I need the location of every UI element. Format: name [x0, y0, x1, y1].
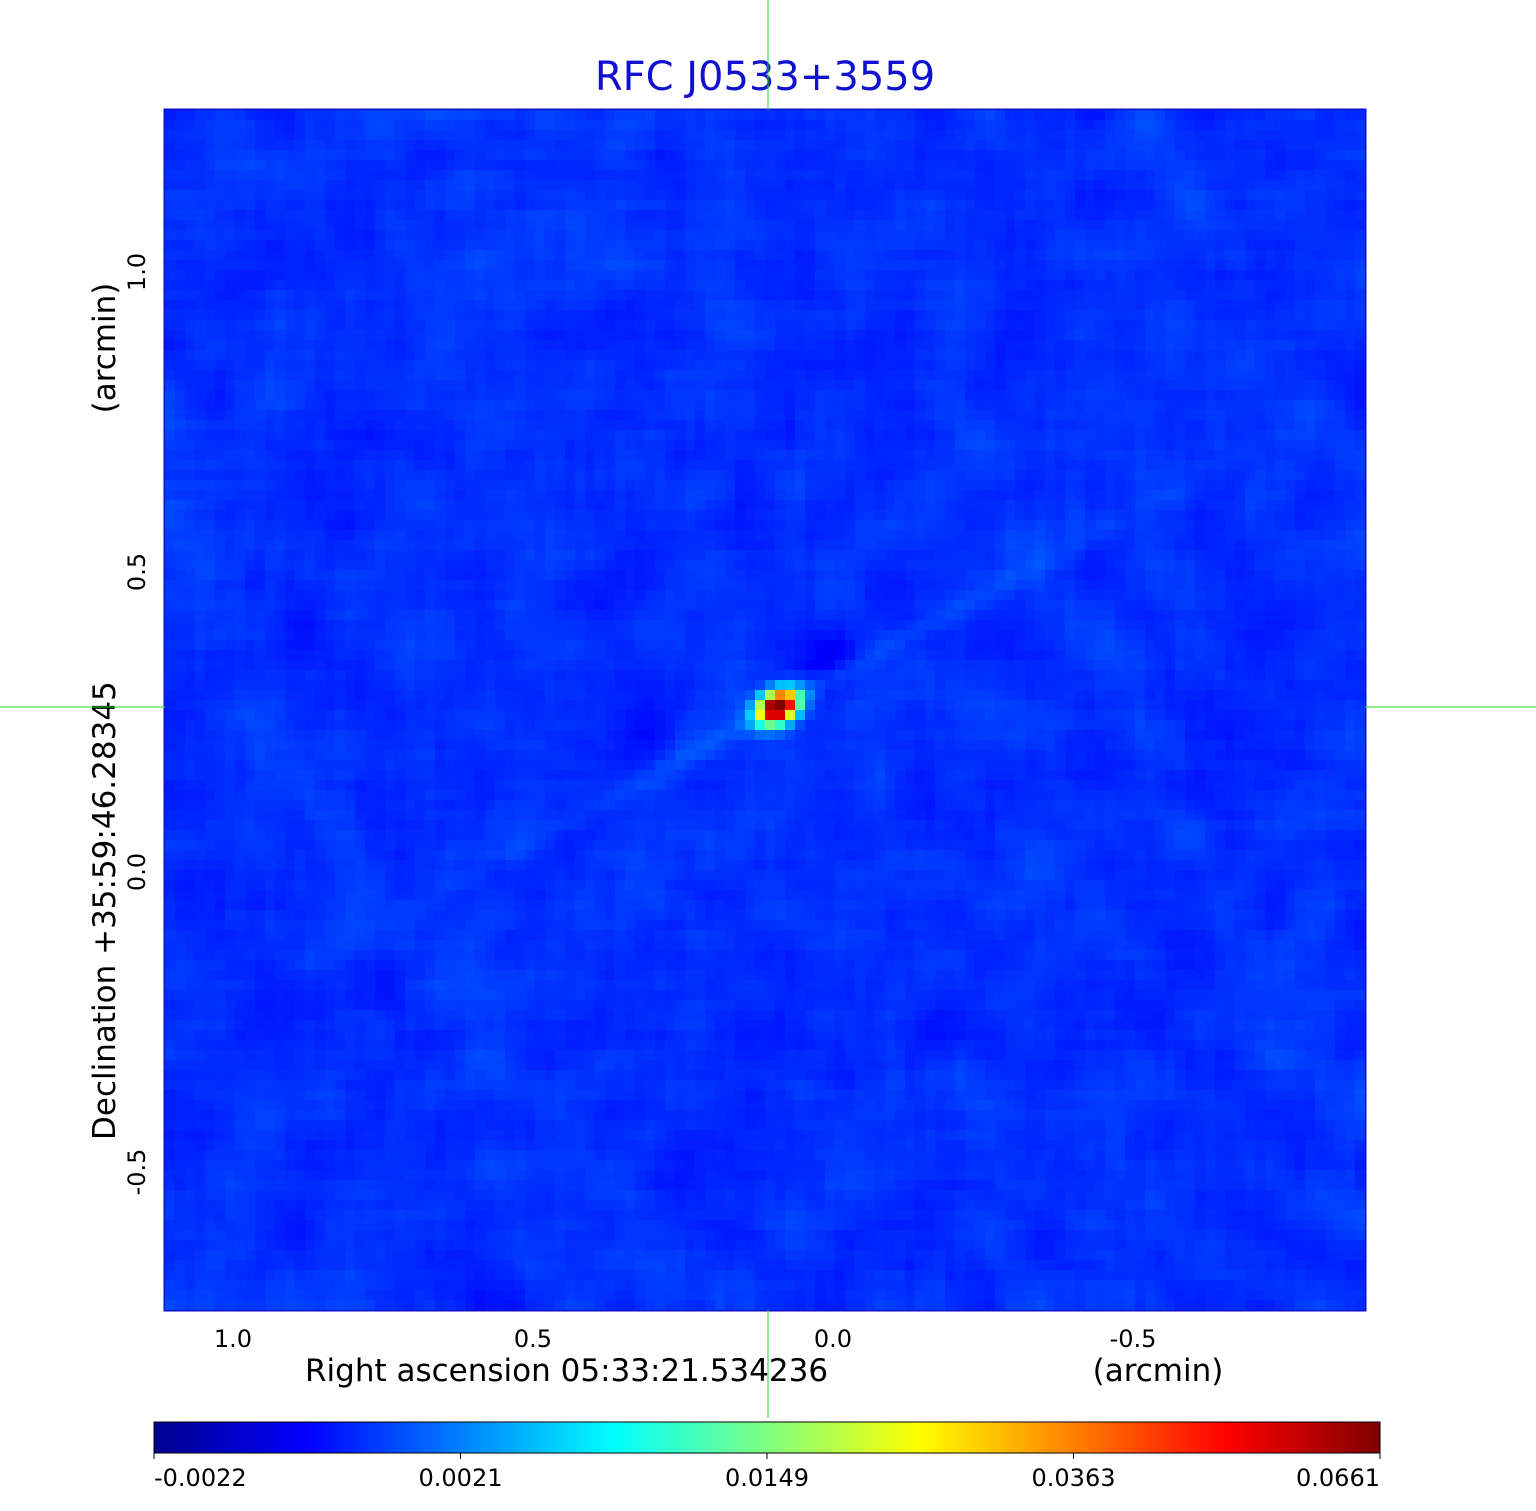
x-tick-label: 0.0: [814, 1325, 852, 1353]
colorbar-tick-label: 0.0021: [419, 1464, 503, 1492]
y-axis-label: Declination +35:59:46.28345: [87, 681, 123, 1140]
y-tick-labels: 1.0 0.5 0.0 -0.5: [123, 253, 151, 1196]
x-tick-label: 0.5: [514, 1325, 552, 1353]
x-axis-label: Right ascension 05:33:21.534236: [305, 1353, 828, 1389]
colorbar-ticks: -0.0022 0.0021 0.0149 0.0363 0.0661: [153, 1453, 1381, 1492]
colorbar-tick-label: 0.0661: [1296, 1464, 1380, 1492]
x-tick-label: 1.0: [214, 1325, 252, 1353]
y-tick-label: 0.0: [123, 853, 151, 891]
intensity-map: [165, 110, 1365, 1310]
x-axis-unit: (arcmin): [1093, 1353, 1224, 1389]
y-tick-label: 1.0: [123, 253, 151, 291]
colorbar: [153, 1421, 1381, 1454]
colorbar-tick-label: -0.0022: [154, 1464, 247, 1492]
y-tick-label: -0.5: [123, 1149, 151, 1196]
chart-title: RFC J0533+3559: [595, 54, 935, 100]
y-axis-unit: (arcmin): [87, 283, 123, 414]
x-tick-label: -0.5: [1110, 1325, 1157, 1353]
colorbar-tick-label: 0.0149: [725, 1464, 809, 1492]
y-tick-label: 0.5: [123, 553, 151, 591]
x-tick-labels: 1.0 0.5 0.0 -0.5: [214, 1325, 1157, 1353]
colorbar-tick-label: 0.0363: [1032, 1464, 1116, 1492]
